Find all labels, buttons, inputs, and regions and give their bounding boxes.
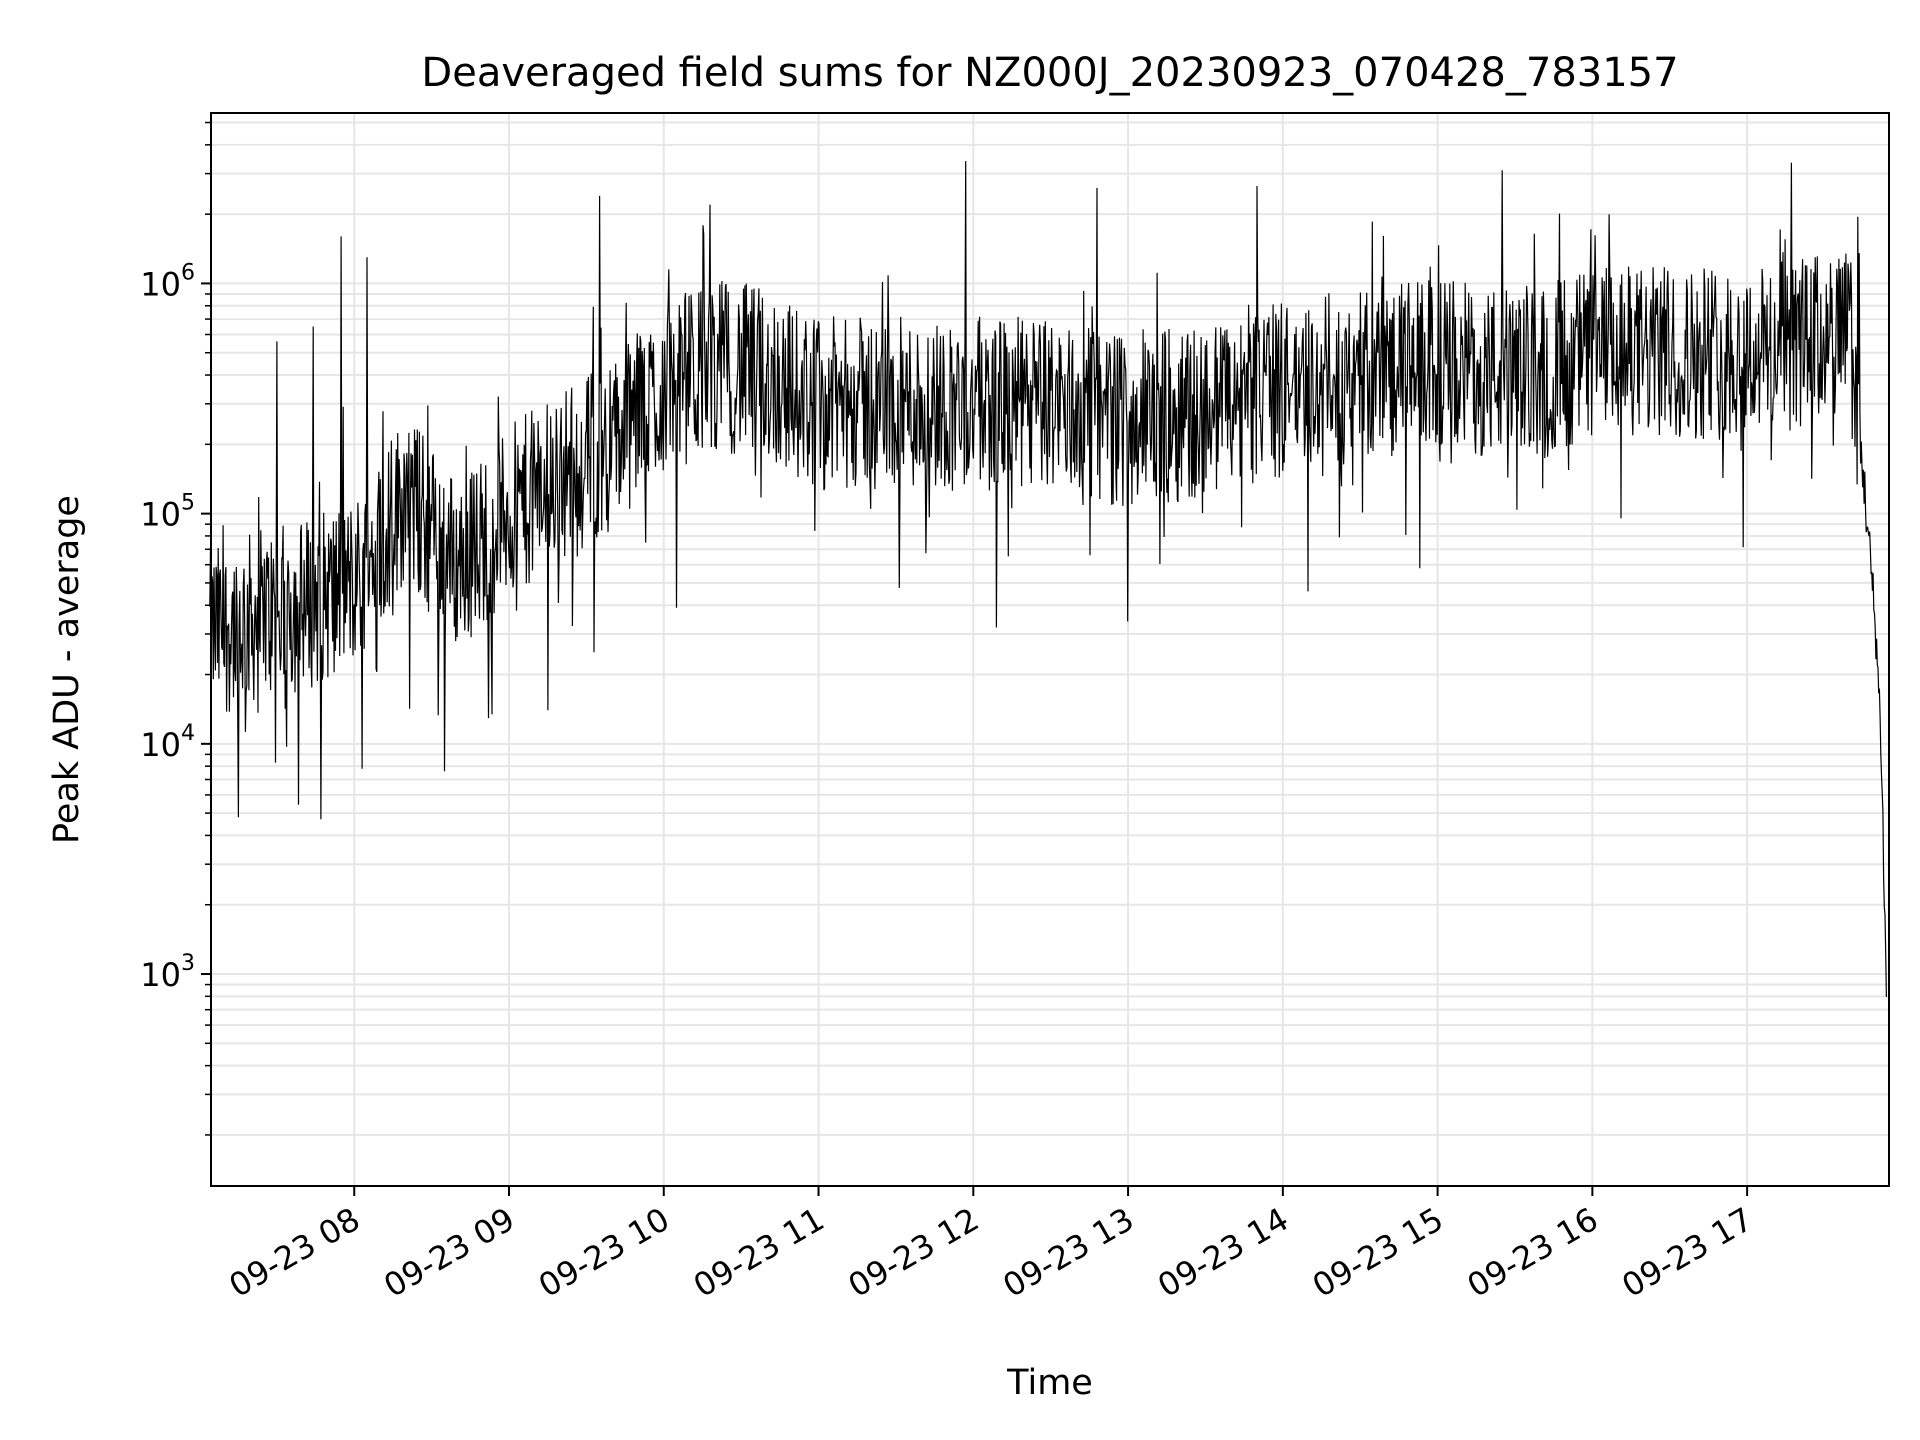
series-line [209, 161, 1887, 997]
x-axis-label: Time [1006, 1363, 1093, 1403]
y-tick-label: 106 [140, 260, 195, 303]
chart-title: Deaveraged field sums for NZ000J_2023092… [421, 50, 1678, 96]
series-layer [209, 161, 1887, 997]
y-tick-label: 105 [140, 491, 195, 534]
plot-frame [210, 112, 1890, 1187]
y-axis-label: Peak ADU - average [47, 495, 87, 844]
y-tick-label: 104 [140, 721, 195, 764]
y-tick-label: 103 [140, 951, 195, 994]
